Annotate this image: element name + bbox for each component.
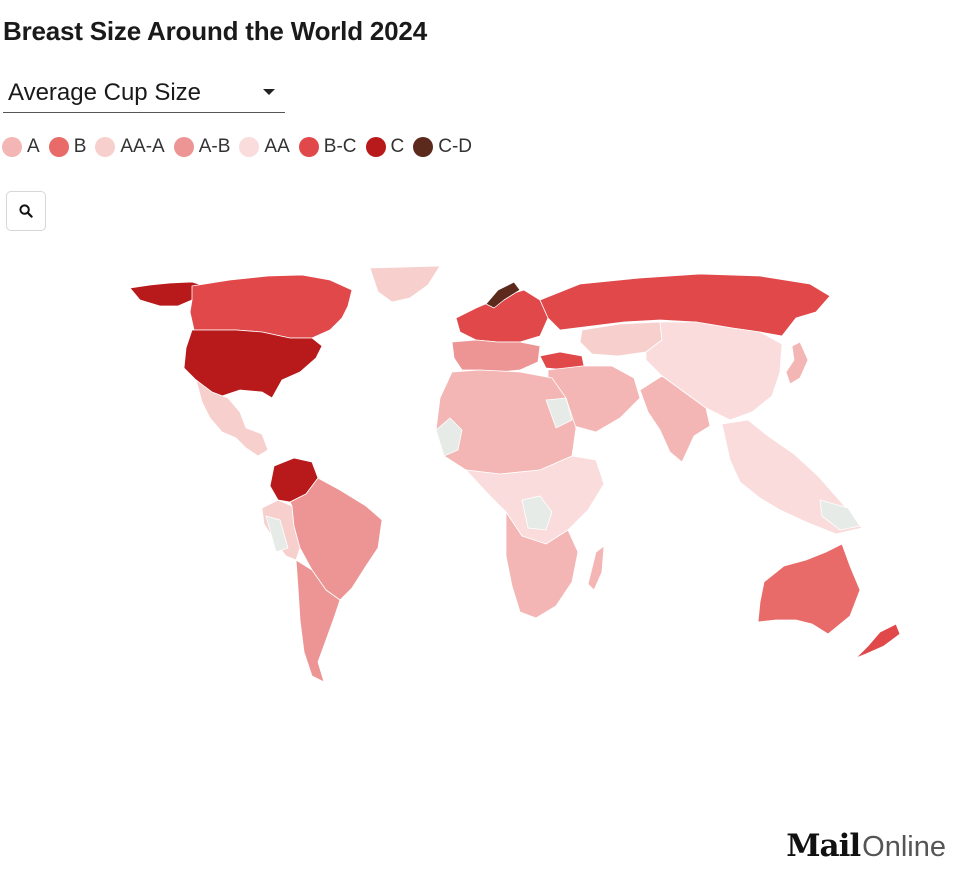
region-australia[interactable] bbox=[757, 543, 861, 635]
legend-swatch bbox=[173, 137, 194, 157]
region-europe-south[interactable] bbox=[451, 339, 541, 373]
legend-item-aa-a[interactable]: AA-A bbox=[95, 136, 165, 158]
legend-label: C-D bbox=[438, 136, 473, 157]
legend-item-c-d[interactable]: C-D bbox=[413, 136, 472, 158]
region-china-mongolia[interactable] bbox=[645, 321, 783, 421]
legend-swatch bbox=[365, 137, 386, 157]
search-button[interactable] bbox=[6, 191, 46, 231]
legend-label: A-B bbox=[198, 136, 231, 157]
region-no-data-southeast-asia bbox=[819, 499, 861, 531]
map-title: Breast Size Around the World 2024 bbox=[3, 16, 427, 46]
legend-swatch bbox=[239, 137, 260, 157]
region-madagascar[interactable] bbox=[587, 545, 605, 591]
legend-label: AA bbox=[264, 136, 290, 157]
legend-swatch bbox=[413, 137, 434, 157]
region-no-data-andes bbox=[265, 515, 289, 553]
legend-item-aa[interactable]: AA bbox=[239, 136, 290, 158]
region-canada[interactable] bbox=[189, 274, 353, 339]
legend-item-a[interactable]: A bbox=[2, 136, 40, 158]
region-no-data-east-africa bbox=[545, 397, 573, 429]
region-usa[interactable] bbox=[183, 329, 323, 399]
legend-label: AA-A bbox=[120, 136, 165, 157]
legend-item-c[interactable]: C bbox=[365, 136, 405, 158]
region-india-south-asia[interactable] bbox=[639, 375, 711, 463]
search-icon bbox=[19, 204, 33, 218]
region-greenland[interactable] bbox=[369, 265, 441, 303]
legend: A B AA-A A-B AA B-C C C-D bbox=[2, 136, 481, 158]
legend-swatch bbox=[2, 137, 22, 157]
logo-mail-text: Mail bbox=[786, 828, 861, 864]
region-japan[interactable] bbox=[785, 341, 809, 385]
region-russia[interactable] bbox=[539, 273, 831, 337]
legend-label: B bbox=[73, 136, 87, 157]
logo-online-text: Online bbox=[862, 831, 946, 863]
metric-dropdown[interactable]: Average Cup Size bbox=[3, 74, 285, 113]
legend-swatch bbox=[48, 137, 69, 157]
legend-swatch bbox=[298, 137, 319, 157]
region-mexico-central-america[interactable] bbox=[195, 379, 269, 457]
region-new-zealand[interactable] bbox=[855, 623, 901, 659]
region-south-america-south[interactable] bbox=[295, 559, 341, 683]
legend-label: C bbox=[390, 136, 405, 157]
legend-label: B-C bbox=[323, 136, 357, 157]
mailonline-logo: Mail Online bbox=[786, 828, 946, 864]
world-choropleth-map bbox=[129, 265, 901, 683]
legend-label: A bbox=[27, 136, 40, 157]
region-south-america-east[interactable] bbox=[289, 477, 383, 601]
legend-swatch bbox=[95, 137, 116, 157]
dropdown-selected-value: Average Cup Size bbox=[8, 79, 202, 106]
legend-item-b-c[interactable]: B-C bbox=[298, 136, 357, 158]
caret-down-icon bbox=[263, 89, 275, 95]
region-norway[interactable] bbox=[485, 281, 521, 309]
region-no-data-west-africa bbox=[435, 417, 463, 457]
region-no-data-central-africa bbox=[521, 495, 553, 531]
region-southern-africa[interactable] bbox=[505, 511, 579, 619]
legend-item-a-b[interactable]: A-B bbox=[173, 136, 231, 158]
legend-item-b[interactable]: B bbox=[48, 136, 87, 158]
